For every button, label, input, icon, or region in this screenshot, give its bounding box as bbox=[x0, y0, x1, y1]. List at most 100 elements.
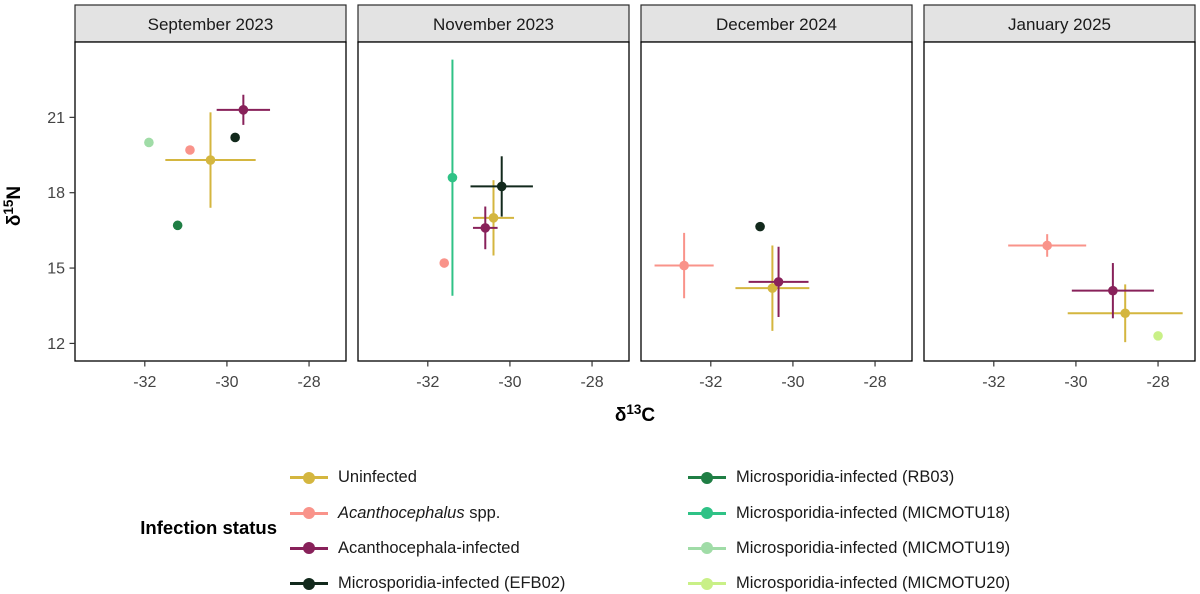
legend-item-microsporidia-infected-micmotu19: Microsporidia-infected (MICMOTU19) bbox=[688, 531, 1010, 566]
point-microsporidia-infected-efb02 bbox=[230, 132, 240, 143]
legend-label: Microsporidia-infected (MICMOTU19) bbox=[736, 538, 1011, 557]
legend-item-microsporidia-infected-micmotu20: Microsporidia-infected (MICMOTU20) bbox=[688, 566, 1010, 594]
point-microsporidia-infected-efb02 bbox=[496, 181, 507, 192]
x-tick-label: -32 bbox=[416, 374, 439, 391]
legend-key-icon bbox=[688, 506, 726, 520]
y-tick-label: 15 bbox=[47, 261, 65, 278]
point-group-uninfected bbox=[1067, 284, 1183, 343]
facet-strip-january-2025 bbox=[923, 4, 1196, 43]
point-acanthocephalus-spp bbox=[439, 258, 450, 268]
point-uninfected bbox=[767, 283, 778, 293]
legend-key-icon bbox=[290, 577, 328, 591]
point-group-acanthocephalus-spp bbox=[1008, 234, 1087, 257]
legend-title: Infection status bbox=[140, 517, 277, 538]
legend-label: Acanthocephalus spp. bbox=[338, 503, 501, 522]
point-acanthocephala-infected bbox=[238, 105, 249, 115]
legend-label: Microsporidia-infected (MICMOTU20) bbox=[736, 574, 1011, 593]
legend-key-dot bbox=[701, 507, 713, 520]
facet-strip-december-2024 bbox=[640, 4, 913, 43]
x-tick-label: -30 bbox=[781, 374, 804, 391]
panel-december-2024 bbox=[640, 41, 913, 362]
legend-key-dot bbox=[701, 542, 713, 555]
facet-strip-november-2023 bbox=[357, 4, 630, 43]
legend-key-icon bbox=[290, 541, 328, 555]
point-uninfected bbox=[205, 155, 216, 165]
x-tick-label: -30 bbox=[1064, 374, 1087, 391]
legend-key-dot bbox=[303, 542, 315, 555]
legend-label: Acanthocephala-infected bbox=[338, 538, 520, 557]
x-tick-label: -32 bbox=[982, 374, 1005, 391]
facet-label-november-2023: November 2023 bbox=[433, 15, 554, 34]
legend-label: Microsporidia-infected (MICMOTU18) bbox=[736, 503, 1011, 522]
legend: Infection status Uninfected Acanthocephal… bbox=[0, 450, 1200, 594]
point-acanthocephala-infected bbox=[1108, 285, 1118, 296]
legend-item-microsporidia-infected-rb03: Microsporidia-infected (RB03) bbox=[688, 460, 1010, 495]
point-group-microsporidia-infected-efb02 bbox=[230, 132, 240, 143]
point-group-microsporidia-infected-efb02 bbox=[470, 156, 533, 217]
x-axis-title: δ13C bbox=[615, 402, 656, 426]
point-group-acanthocephala-infected bbox=[748, 246, 809, 318]
legend-key-icon bbox=[688, 541, 726, 555]
point-microsporidia-infected-micmotu18 bbox=[447, 172, 458, 183]
facet-label-january-2025: January 2025 bbox=[1008, 15, 1111, 34]
point-microsporidia-infected-micmotu19 bbox=[144, 137, 154, 148]
point-uninfected bbox=[1120, 308, 1130, 319]
x-tick-label: -30 bbox=[215, 374, 238, 391]
point-acanthocephalus-spp bbox=[1042, 240, 1052, 251]
legend-item-acanthocephala-infected: Acanthocephala-infected bbox=[290, 531, 565, 566]
legend-key-dot bbox=[303, 577, 315, 590]
legend-key-icon bbox=[688, 471, 726, 485]
point-group-acanthocephalus-spp bbox=[439, 258, 450, 268]
legend-label: Microsporidia-infected (RB03) bbox=[736, 468, 955, 487]
x-tick-label: -32 bbox=[133, 374, 156, 391]
legend-key-icon bbox=[688, 577, 726, 591]
point-group-microsporidia-infected-micmotu20 bbox=[1153, 331, 1163, 341]
x-tick-label: -28 bbox=[863, 374, 886, 391]
point-group-microsporidia-infected-efb02 bbox=[755, 221, 765, 232]
point-acanthocephalus-spp bbox=[679, 260, 689, 271]
legend-item-acanthocephalus-spp: Acanthocephalus spp. bbox=[290, 495, 565, 530]
legend-key-dot bbox=[701, 577, 713, 590]
point-group-microsporidia-infected-micmotu19 bbox=[144, 137, 154, 148]
legend-item-microsporidia-infected-efb02: Microsporidia-infected (EFB02) bbox=[290, 566, 565, 594]
x-tick-label: -28 bbox=[297, 374, 320, 391]
legend-column-1: Uninfected Acanthocephalus spp. Acanthocep… bbox=[290, 460, 565, 594]
legend-key-icon bbox=[290, 471, 328, 485]
legend-key-dot bbox=[303, 507, 315, 520]
legend-column-2: Microsporidia-infected (RB03) Microsporid… bbox=[688, 460, 1010, 594]
legend-item-uninfected: Uninfected bbox=[290, 460, 565, 495]
x-tick-label: -28 bbox=[580, 374, 603, 391]
point-uninfected bbox=[488, 213, 499, 223]
point-group-microsporidia-infected-micmotu18 bbox=[447, 59, 458, 296]
facet-label-september-2023: September 2023 bbox=[148, 15, 274, 34]
legend-key-icon bbox=[290, 506, 328, 520]
point-group-uninfected bbox=[165, 112, 256, 208]
panel-january-2025 bbox=[923, 41, 1196, 362]
legend-key-dot bbox=[701, 471, 713, 484]
point-group-uninfected bbox=[735, 245, 810, 331]
legend-key-dot bbox=[303, 471, 315, 484]
point-group-acanthocephalus-spp bbox=[654, 232, 714, 299]
point-microsporidia-infected-micmotu20 bbox=[1153, 331, 1163, 341]
facet-strip-september-2023 bbox=[74, 4, 347, 43]
point-group-uninfected bbox=[472, 180, 515, 256]
x-tick-label: -30 bbox=[498, 374, 521, 391]
x-tick-label: -28 bbox=[1146, 374, 1169, 391]
point-group-acanthocephala-infected bbox=[472, 206, 498, 250]
y-axis-title: δ15N bbox=[1, 186, 25, 226]
faceted-isotope-scatter-chart: September 2023 -32 -30 -28 November 2023 -32 -… bbox=[1, 4, 1196, 426]
facet-label-december-2024: December 2024 bbox=[716, 15, 837, 34]
point-acanthocephala-infected bbox=[773, 277, 784, 287]
legend-item-microsporidia-infected-micmotu18: Microsporidia-infected (MICMOTU18) bbox=[688, 495, 1010, 530]
point-microsporidia-infected-efb02 bbox=[755, 221, 765, 232]
legend-label: Microsporidia-infected (EFB02) bbox=[338, 574, 566, 593]
y-tick-label: 21 bbox=[47, 110, 65, 127]
point-acanthocephala-infected bbox=[480, 223, 491, 233]
point-acanthocephalus-spp bbox=[185, 145, 195, 155]
point-group-acanthocephala-infected bbox=[1071, 263, 1154, 319]
point-group-acanthocephala-infected bbox=[216, 94, 271, 125]
point-microsporidia-infected-rb03 bbox=[172, 220, 183, 231]
point-group-microsporidia-infected-rb03 bbox=[172, 220, 183, 231]
y-tick-label: 18 bbox=[47, 185, 65, 202]
